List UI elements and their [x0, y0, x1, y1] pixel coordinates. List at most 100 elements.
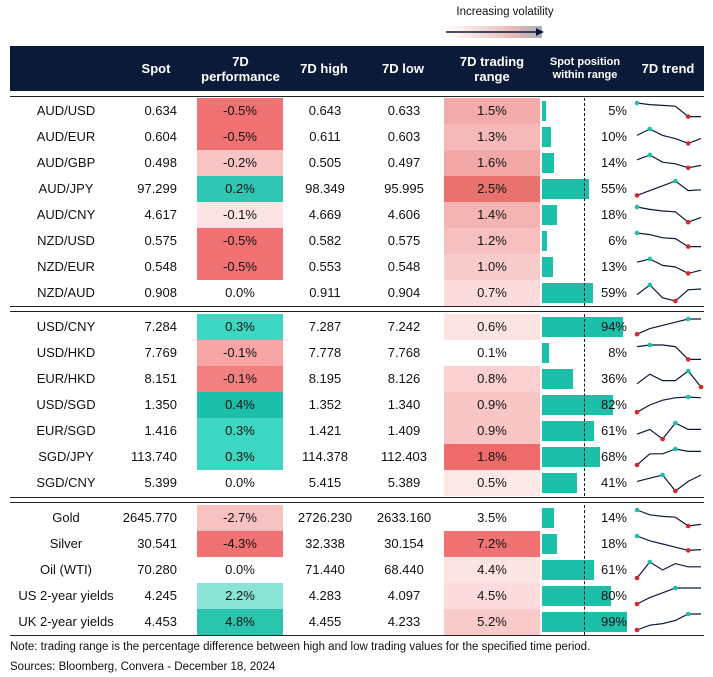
trend-high-dot [673, 420, 678, 426]
pair-name: USD/SGD [36, 397, 96, 412]
position-bar [542, 586, 611, 606]
position-bar [542, 473, 578, 493]
high-value: 4.455 [308, 614, 342, 629]
perf-cell: -0.5% [197, 124, 283, 150]
trend-sparkline [634, 533, 702, 553]
high-value: 0.505 [308, 155, 342, 170]
pair-name: Oil (WTI) [40, 562, 92, 577]
position-label: 14% [600, 155, 627, 170]
trend-low-dot [685, 114, 691, 119]
position-label: 18% [600, 207, 627, 222]
trend-sparkline [636, 420, 701, 442]
position-label: 80% [600, 588, 627, 603]
trend-high-dot [647, 256, 653, 262]
pair-name: NZD/AUD [37, 285, 95, 300]
high-value: 114.378 [301, 449, 349, 464]
pair-name: AUD/JPY [38, 181, 94, 196]
trend-line [636, 206, 702, 223]
range-cell: 0.6% [444, 314, 540, 340]
trend-line [636, 370, 702, 388]
position-bar [542, 395, 613, 415]
spot-value: 0.604 [144, 129, 177, 144]
high-value: 2726.230 [297, 510, 353, 525]
pair-name: AUD/EUR [36, 129, 96, 144]
trend-high-dot [685, 368, 691, 374]
low-value: 95.995 [384, 181, 424, 196]
position-bar [542, 101, 547, 121]
separator-line [10, 96, 704, 97]
trend-high-dot [685, 394, 691, 400]
trend-line [636, 232, 701, 248]
trend-low-dot [634, 462, 640, 468]
position-bar [542, 283, 593, 303]
pair-name: EUR/SGD [36, 423, 96, 438]
separator-line [10, 502, 704, 503]
perf-cell: -0.1% [197, 202, 283, 228]
low-value: 0.904 [387, 285, 421, 300]
position-label: 41% [600, 475, 627, 490]
position-bar [542, 421, 595, 441]
position-midline [584, 314, 585, 496]
trend-line [636, 587, 701, 605]
position-label: 55% [600, 181, 627, 196]
separator-line [10, 635, 704, 636]
trend-high-dot [647, 559, 653, 565]
perf-cell: -4.3% [197, 531, 283, 557]
trend-high-dot [647, 126, 653, 132]
trend-low-dot [634, 409, 640, 415]
trend-sparkline [634, 230, 701, 249]
low-value: 0.575 [387, 233, 421, 248]
high-value: 98.349 [305, 181, 345, 196]
trend-line [636, 613, 701, 631]
position-bar [542, 317, 623, 337]
trend-high-dot [634, 230, 640, 236]
spot-value: 0.634 [144, 103, 177, 118]
low-value: 1.340 [387, 397, 421, 412]
separator-line [10, 311, 704, 312]
spot-value: 1.416 [144, 423, 177, 438]
volatility-arrow [446, 26, 544, 38]
high-value: 71.440 [305, 562, 345, 577]
trend-line [636, 128, 702, 145]
position-bar [542, 343, 549, 363]
trend-sparkline [636, 472, 702, 494]
trend-low-dot [685, 244, 691, 249]
trend-sparkline [636, 282, 702, 304]
high-value: 0.911 [309, 285, 341, 300]
trend-low-dot [660, 436, 665, 442]
trend-line [636, 284, 702, 302]
high-value: 7.287 [308, 319, 342, 334]
trend-low-dot [634, 601, 640, 607]
trend-sparkline [636, 368, 704, 390]
range-cell: 7.2% [444, 531, 540, 557]
trend-line [636, 318, 701, 335]
low-value: 0.633 [387, 103, 421, 118]
trend-sparkline [634, 100, 701, 119]
low-value: 30.154 [384, 536, 424, 551]
low-value: 0.548 [387, 259, 421, 274]
position-bar [542, 257, 554, 277]
trend-line [636, 180, 702, 196]
perf-cell: -0.1% [197, 366, 283, 392]
spot-value: 1.350 [144, 397, 177, 412]
trend-low-dot [698, 384, 704, 390]
trend-low-dot [685, 523, 691, 529]
trend-line [636, 561, 701, 579]
trend-high-dot [673, 178, 678, 184]
spot-value: 0.548 [144, 259, 177, 274]
high-value: 8.195 [308, 371, 342, 386]
trend-sparkline [634, 559, 701, 581]
perf-cell: 0.0% [197, 280, 283, 306]
trend-sparkline [634, 316, 701, 337]
trend-high-dot [660, 472, 665, 478]
low-value: 1.409 [387, 423, 421, 438]
range-cell: 4.4% [444, 557, 540, 583]
range-cell: 1.8% [444, 444, 540, 470]
low-value: 8.126 [387, 371, 421, 386]
trend-high-dot [634, 100, 640, 106]
spot-value: 8.151 [144, 371, 177, 386]
position-bar [542, 369, 573, 389]
position-bar [542, 560, 595, 580]
trend-sparkline [634, 446, 701, 468]
